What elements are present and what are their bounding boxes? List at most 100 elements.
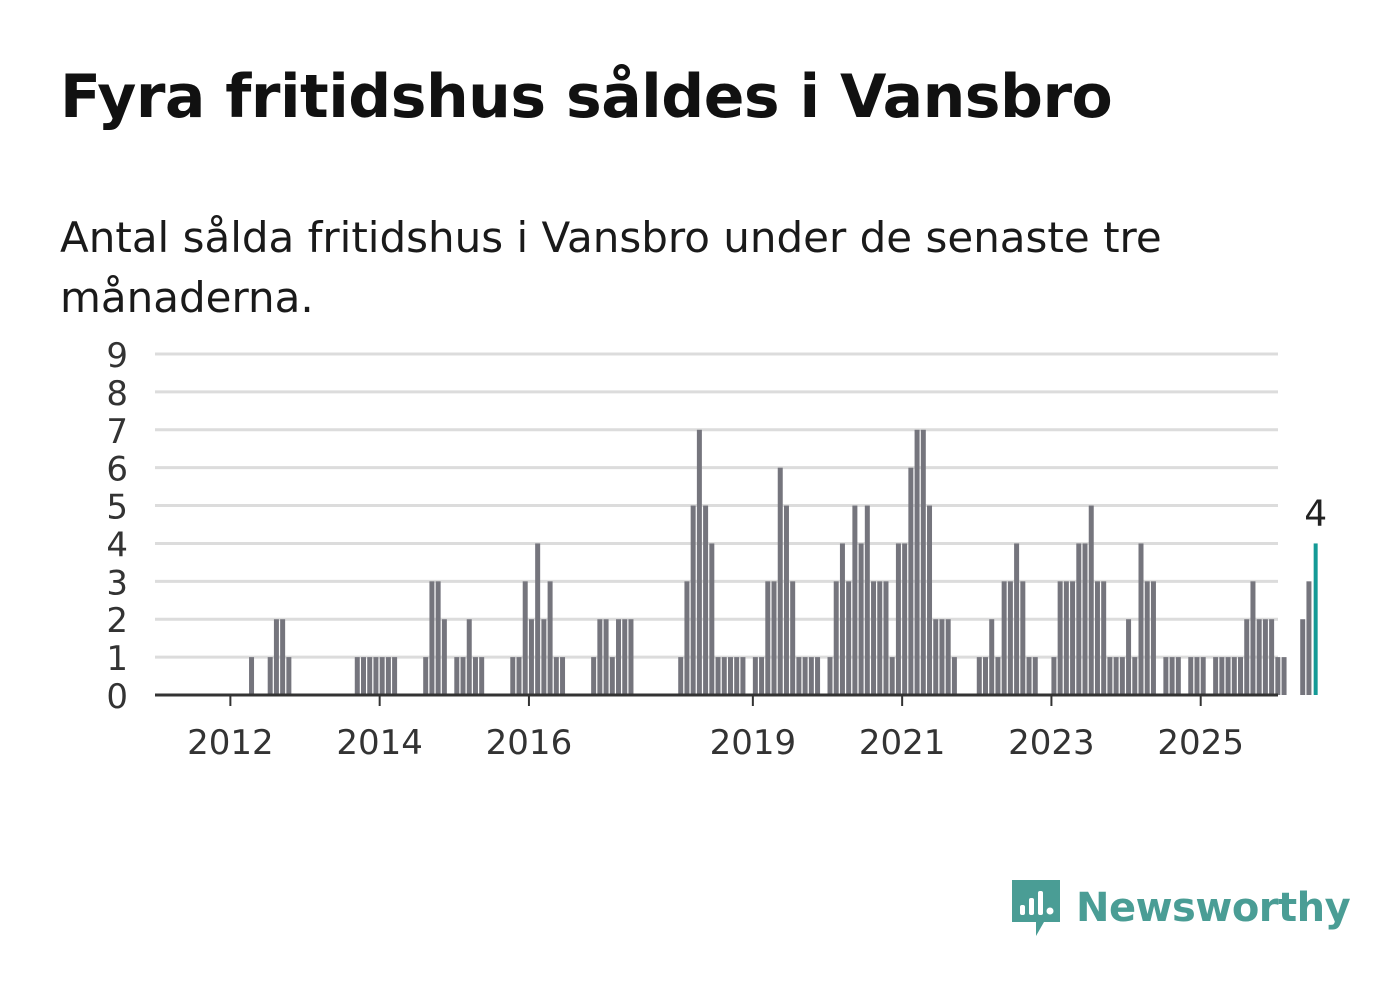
bars: [249, 429, 1318, 695]
bar: [983, 657, 988, 695]
bar: [547, 581, 553, 695]
y-tick-label: 4: [106, 525, 128, 565]
bar: [920, 429, 926, 695]
bar: [1200, 657, 1206, 695]
bar: [883, 581, 889, 695]
bar: [852, 505, 858, 695]
bar: [1300, 619, 1306, 695]
chart-title: Fyra fritidshus såldes i Vansbro: [60, 62, 1113, 132]
bar: [939, 619, 945, 695]
bar: [1020, 581, 1026, 695]
bar: [1082, 543, 1088, 695]
bar: [1250, 581, 1256, 695]
bar: [889, 657, 895, 695]
bar: [1313, 543, 1318, 695]
bar: [516, 657, 522, 695]
bar: [1126, 619, 1132, 695]
bar: [1238, 657, 1244, 695]
grid-lines: [155, 352, 1278, 659]
annotations: 4: [1304, 493, 1327, 534]
bar: [1144, 581, 1150, 695]
bar: [951, 657, 957, 695]
x-tick-label: 2025: [1157, 723, 1244, 763]
brand: Newsworthy: [1010, 878, 1351, 938]
bar: [1219, 657, 1225, 695]
bar: [435, 581, 441, 695]
bar: [460, 657, 466, 695]
bar: [976, 657, 982, 695]
bar: [734, 657, 740, 695]
bar: [790, 581, 796, 695]
bar: [1094, 581, 1100, 695]
bar: [1256, 619, 1262, 695]
x-tick-label: 2023: [1008, 723, 1095, 763]
bar: [1175, 657, 1181, 695]
bar: [1262, 619, 1268, 695]
x-axis: 2012 2014 2016 2019 2021 2023 2025: [155, 693, 1278, 763]
y-tick-label: 3: [106, 563, 128, 603]
bar: [479, 657, 485, 695]
bar: [1057, 581, 1063, 695]
y-tick-label: 2: [106, 601, 128, 641]
bar: [392, 657, 398, 695]
bar: [522, 581, 528, 695]
y-tick-label: 6: [106, 450, 128, 490]
bar: [1269, 619, 1275, 695]
bar: [1088, 505, 1094, 695]
bar: [1138, 543, 1144, 695]
bar: [827, 657, 833, 695]
bar: [871, 581, 877, 695]
bar: [895, 543, 901, 695]
bar: [902, 543, 908, 695]
bar: [808, 657, 814, 695]
chart-subtitle: Antal sålda fritidshus i Vansbro under d…: [60, 213, 1162, 322]
bar: [280, 619, 286, 695]
bar: [759, 657, 765, 695]
bar: [535, 543, 541, 695]
bar: [553, 657, 559, 695]
data-label: 4: [1304, 493, 1327, 534]
bar: [933, 619, 939, 695]
bar: [560, 657, 566, 695]
brand-name: Newsworthy: [1076, 885, 1351, 931]
bar: [1119, 657, 1125, 695]
bar: [1070, 581, 1076, 695]
bar: [690, 505, 696, 695]
bar: [622, 619, 628, 695]
bar: [721, 657, 727, 695]
bar: [249, 657, 255, 695]
bar: [783, 505, 789, 695]
bar: [1188, 657, 1194, 695]
bar: [385, 657, 391, 695]
bar: [1150, 581, 1156, 695]
bar: [945, 619, 951, 695]
newsworthy-logo-icon: [1012, 880, 1060, 936]
bar: [429, 581, 435, 695]
bar: [472, 657, 478, 695]
bar: [379, 657, 385, 695]
bar: [1113, 657, 1119, 695]
bar: [802, 657, 808, 695]
bar: [1213, 657, 1219, 695]
x-tick-label: 2012: [187, 723, 274, 763]
bar: [858, 543, 864, 695]
bar: [771, 581, 777, 695]
bar: [609, 657, 615, 695]
bar: [839, 543, 845, 695]
x-tick-label: 2019: [710, 723, 797, 763]
bar: [1225, 657, 1231, 695]
y-tick-label: 0: [106, 677, 128, 717]
bar: [1281, 657, 1287, 695]
bar: [715, 657, 721, 695]
bar: [1001, 581, 1007, 695]
bar: [696, 429, 702, 695]
bar: [796, 657, 802, 695]
bar: [628, 619, 634, 695]
bar: [1007, 581, 1013, 695]
bar: [846, 581, 852, 695]
bar: [815, 657, 821, 695]
bar: [1231, 657, 1237, 695]
bar: [1076, 543, 1082, 695]
bar: [995, 657, 1001, 695]
